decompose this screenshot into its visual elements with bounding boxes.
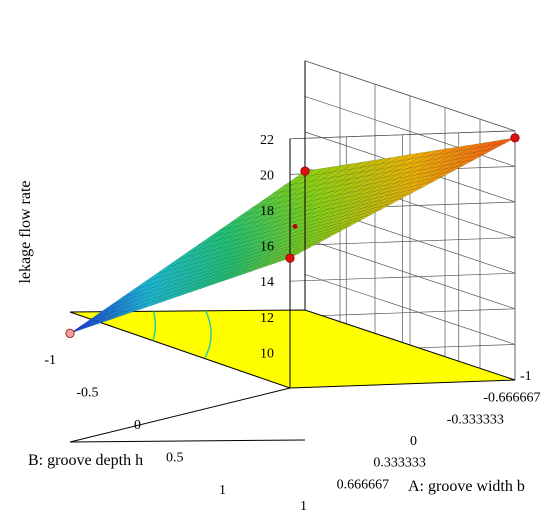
wall-gridline <box>289 60 516 140</box>
z-tick-label: 12 <box>260 311 274 326</box>
box-edge <box>69 387 291 443</box>
design-points <box>65 133 520 338</box>
x-tick-label: 0.666667 <box>337 477 390 492</box>
y-tick-label: 0.5 <box>166 451 184 466</box>
z-tick-label: 18 <box>260 204 274 219</box>
box-edges <box>69 60 306 443</box>
z-tick-label: 22 <box>260 133 274 148</box>
center-point <box>292 224 298 229</box>
design-point <box>300 166 310 176</box>
z-tick-label: 10 <box>260 346 274 361</box>
box-edge <box>69 439 306 443</box>
x-axis-label: A: groove width b <box>408 478 525 495</box>
contour-line <box>204 310 212 358</box>
contour-line <box>152 311 157 341</box>
y-tick-label: -1 <box>44 353 56 368</box>
floor-fill <box>69 309 516 389</box>
y-tick-label: 1 <box>219 483 226 498</box>
axis-ticks: 10121416182022-1-0.500.51-1-0.666667-0.3… <box>44 133 540 514</box>
x-tick-label: -0.666667 <box>483 391 540 406</box>
x-tick-label: 0.333333 <box>373 456 426 471</box>
floor-plane <box>69 309 516 389</box>
x-tick-label: -1 <box>520 369 532 384</box>
y-tick-label: -0.5 <box>76 386 98 401</box>
design-point <box>285 253 295 263</box>
wall-gridline <box>289 60 516 140</box>
z-tick-label: 20 <box>260 168 274 183</box>
response-surface <box>69 137 516 334</box>
x-tick-label: 0 <box>410 434 417 449</box>
design-point <box>510 133 520 143</box>
z-tick-label: 16 <box>260 240 274 255</box>
y-axis-label: B: groove depth h <box>28 452 143 469</box>
x-tick-label: -0.333333 <box>447 412 504 427</box>
y-tick-label: 0 <box>134 418 141 433</box>
x-tick-label: 1 <box>300 499 307 514</box>
z-tick-label: 14 <box>260 275 274 290</box>
design-point <box>65 328 75 338</box>
z-axis-label: lekage flow rate <box>17 180 34 283</box>
